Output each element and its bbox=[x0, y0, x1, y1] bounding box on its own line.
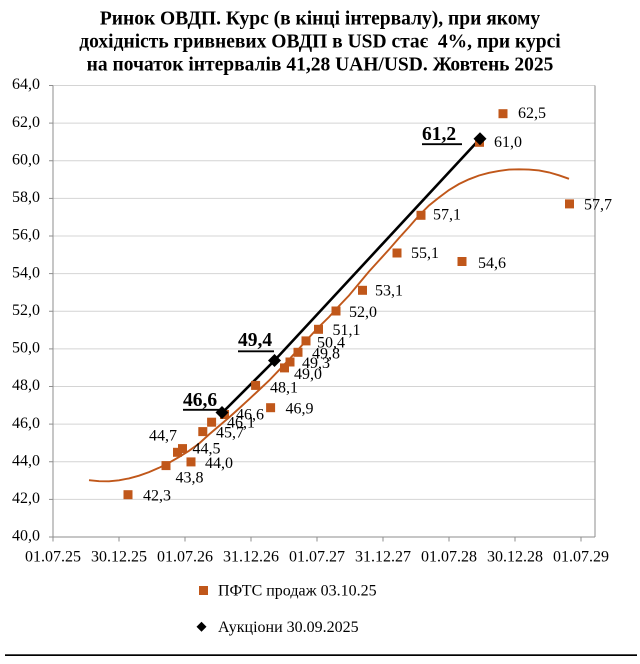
svg-text:01.07.28: 01.07.28 bbox=[421, 549, 477, 566]
svg-text:01.07.29: 01.07.29 bbox=[553, 549, 609, 566]
svg-text:дохідність гривневих ОВДП в US: дохідність гривневих ОВДП в USD стає 4%,… bbox=[79, 32, 561, 53]
svg-text:01.07.25: 01.07.25 bbox=[25, 549, 81, 566]
svg-text:58,0: 58,0 bbox=[12, 189, 40, 206]
svg-text:61,0: 61,0 bbox=[494, 134, 522, 151]
svg-text:50,0: 50,0 bbox=[12, 340, 40, 357]
svg-text:45,7: 45,7 bbox=[216, 425, 244, 442]
svg-text:50,4: 50,4 bbox=[317, 335, 345, 352]
svg-text:44,0: 44,0 bbox=[205, 455, 233, 472]
svg-text:Ринок ОВДП. Курс (в кінці інте: Ринок ОВДП. Курс (в кінці інтервалу), пр… bbox=[100, 9, 541, 30]
svg-text:44,5: 44,5 bbox=[193, 441, 221, 458]
svg-text:61,2: 61,2 bbox=[422, 124, 456, 145]
svg-text:46,6: 46,6 bbox=[236, 407, 264, 424]
svg-text:01.07.27: 01.07.27 bbox=[289, 549, 345, 566]
svg-text:46,0: 46,0 bbox=[12, 415, 40, 432]
svg-text:64,0: 64,0 bbox=[12, 76, 40, 93]
svg-text:48,1: 48,1 bbox=[270, 380, 298, 397]
svg-text:44,0: 44,0 bbox=[12, 452, 40, 469]
svg-text:52,0: 52,0 bbox=[349, 304, 377, 321]
svg-text:52,0: 52,0 bbox=[12, 302, 40, 319]
svg-text:Аукціони 30.09.2025: Аукціони 30.09.2025 bbox=[218, 619, 359, 636]
svg-text:46,9: 46,9 bbox=[286, 401, 314, 418]
svg-text:31.12.27: 31.12.27 bbox=[355, 549, 411, 566]
svg-text:30.12.28: 30.12.28 bbox=[487, 549, 543, 566]
svg-text:54,6: 54,6 bbox=[478, 255, 506, 272]
svg-text:42,0: 42,0 bbox=[12, 490, 40, 507]
svg-text:46,6: 46,6 bbox=[183, 390, 217, 411]
svg-text:55,1: 55,1 bbox=[411, 245, 439, 262]
svg-text:44,7: 44,7 bbox=[149, 428, 177, 445]
svg-text:40,0: 40,0 bbox=[12, 528, 40, 545]
svg-text:54,0: 54,0 bbox=[12, 264, 40, 281]
svg-text:ПФТС продаж 03.10.25: ПФТС продаж 03.10.25 bbox=[218, 583, 377, 600]
svg-text:01.07.26: 01.07.26 bbox=[157, 549, 213, 566]
svg-text:57,7: 57,7 bbox=[584, 197, 612, 214]
svg-text:62,0: 62,0 bbox=[12, 114, 40, 131]
svg-text:49,4: 49,4 bbox=[238, 330, 272, 351]
svg-text:49,3: 49,3 bbox=[302, 355, 330, 372]
svg-text:48,0: 48,0 bbox=[12, 377, 40, 394]
svg-text:30.12.25: 30.12.25 bbox=[91, 549, 147, 566]
svg-text:56,0: 56,0 bbox=[12, 227, 40, 244]
svg-text:46,1: 46,1 bbox=[227, 415, 255, 432]
svg-text:49,8: 49,8 bbox=[312, 345, 340, 362]
svg-text:62,5: 62,5 bbox=[518, 105, 546, 122]
svg-text:на початок інтервалів 41,28 UA: на початок інтервалів 41,28 UAH/USD. Жов… bbox=[87, 55, 554, 76]
svg-text:49,0: 49,0 bbox=[294, 366, 322, 383]
svg-text:53,1: 53,1 bbox=[375, 283, 403, 300]
svg-text:43,8: 43,8 bbox=[176, 470, 204, 487]
svg-text:51,1: 51,1 bbox=[333, 322, 361, 339]
svg-text:57,1: 57,1 bbox=[433, 207, 461, 224]
svg-text:60,0: 60,0 bbox=[12, 151, 40, 168]
svg-text:31.12.26: 31.12.26 bbox=[223, 549, 279, 566]
svg-text:42,3: 42,3 bbox=[143, 488, 171, 505]
